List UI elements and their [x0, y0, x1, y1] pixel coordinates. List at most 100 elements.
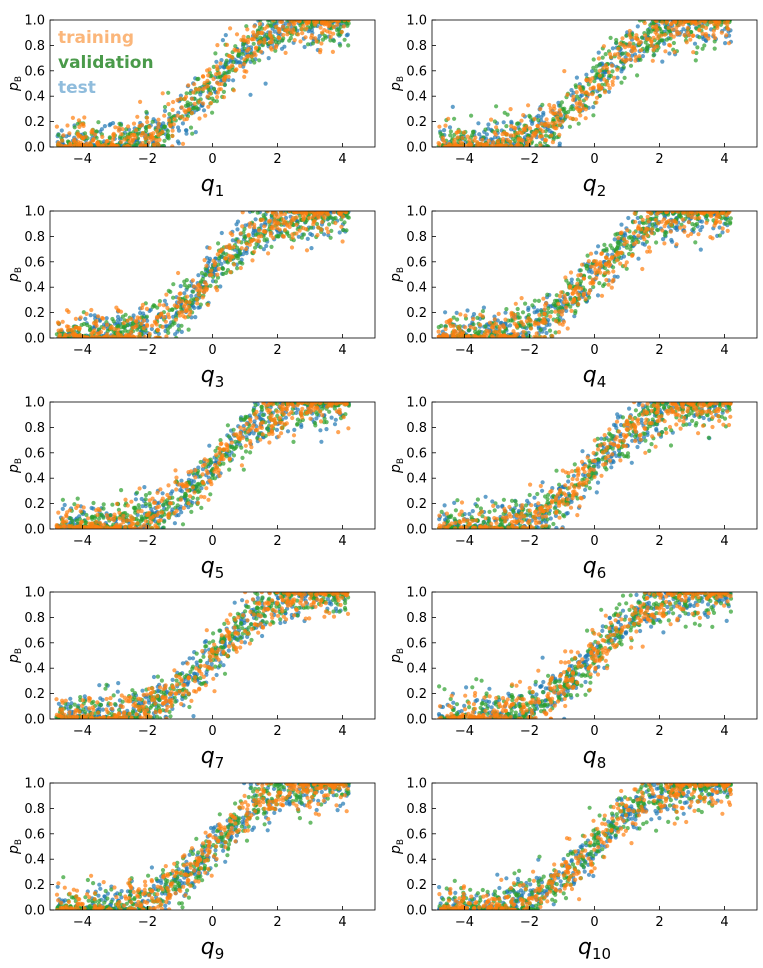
data-point-training — [667, 42, 672, 48]
data-point-training — [249, 37, 255, 42]
data-point-training — [487, 320, 492, 325]
data-point-validation — [165, 327, 170, 332]
data-point-training — [668, 229, 673, 234]
data-point-training — [240, 211, 245, 215]
data-point-test — [282, 44, 287, 49]
data-point-test — [450, 104, 455, 109]
data-point-training — [252, 24, 257, 29]
data-point-training — [91, 138, 96, 143]
data-point-training — [249, 54, 254, 59]
data-point-training — [604, 277, 609, 283]
data-point-test — [501, 120, 506, 125]
data-point-test — [589, 270, 595, 275]
data-point-training — [206, 104, 211, 109]
data-point-training — [539, 134, 545, 139]
data-point-training — [460, 332, 465, 337]
x-tick-label: −2 — [520, 152, 539, 167]
data-point-test — [509, 119, 514, 124]
x-tick-label: 4 — [720, 152, 728, 167]
data-point-training — [135, 114, 140, 119]
data-point-test — [720, 230, 725, 235]
data-point-training — [134, 319, 139, 324]
y-tick-label: 1.0 — [406, 205, 427, 220]
data-point-training — [137, 316, 142, 321]
data-point-training — [165, 305, 170, 311]
data-point-training — [68, 328, 73, 333]
data-point-test — [92, 313, 97, 318]
data-point-validation — [473, 329, 478, 334]
data-point-training — [645, 227, 651, 232]
data-point-training — [624, 239, 629, 244]
data-point-training — [152, 319, 157, 324]
data-point-training — [588, 79, 593, 84]
y-tick-label: 0.6 — [24, 64, 45, 79]
data-point-training — [153, 335, 158, 338]
data-point-training — [283, 50, 288, 56]
data-point-training — [96, 314, 101, 319]
data-point-test — [318, 428, 323, 433]
data-point-training — [206, 302, 211, 308]
data-point-training — [709, 214, 714, 219]
data-point-training — [593, 267, 598, 273]
data-point-validation — [172, 321, 177, 326]
data-point-training — [699, 20, 704, 23]
data-point-validation — [210, 110, 215, 115]
data-point-training — [680, 217, 686, 222]
data-point-training — [493, 132, 498, 137]
data-point-training — [538, 106, 543, 112]
data-point-training — [307, 216, 312, 221]
data-point-training — [616, 235, 621, 241]
data-point-training — [590, 85, 596, 90]
data-point-validation — [241, 42, 246, 47]
data-point-validation — [338, 43, 343, 48]
data-point-validation — [448, 133, 453, 138]
data-point-training — [649, 39, 654, 44]
data-point-validation — [705, 22, 710, 27]
data-point-test — [723, 41, 728, 46]
data-point-test — [584, 72, 589, 77]
data-point-validation — [615, 245, 620, 250]
data-point-training — [170, 133, 175, 139]
data-point-training — [176, 300, 182, 305]
data-point-validation — [190, 131, 195, 136]
data-point-validation — [597, 62, 602, 67]
data-point-validation — [438, 131, 443, 136]
data-point-training — [332, 20, 337, 23]
data-point-training — [318, 47, 323, 53]
data-point-training — [170, 128, 175, 133]
data-point-training — [606, 282, 611, 287]
data-point-training — [480, 335, 485, 338]
data-point-training — [689, 215, 694, 220]
data-point-training — [226, 65, 231, 70]
data-point-training — [557, 309, 562, 314]
data-point-validation — [221, 271, 226, 277]
data-point-test — [131, 313, 136, 318]
data-point-training — [205, 84, 210, 89]
data-point-training — [138, 99, 143, 104]
data-point-training — [598, 263, 604, 268]
data-point-training — [580, 262, 585, 267]
data-point-training — [688, 37, 693, 42]
data-point-test — [235, 219, 241, 224]
data-point-training — [545, 121, 551, 126]
data-point-validation — [621, 65, 626, 70]
data-point-validation — [254, 241, 259, 247]
data-point-test — [477, 132, 482, 137]
data-point-training — [655, 36, 661, 41]
data-point-validation — [179, 323, 184, 328]
data-point-training — [242, 74, 247, 79]
data-point-validation — [469, 113, 474, 118]
data-point-training — [588, 251, 594, 256]
data-point-validation — [539, 309, 544, 314]
data-point-training — [669, 222, 674, 227]
data-point-test — [263, 81, 268, 86]
data-point-validation — [523, 301, 528, 306]
data-point-training — [640, 266, 645, 272]
data-point-training — [708, 235, 713, 240]
data-point-training — [160, 91, 165, 96]
data-point-training — [155, 315, 160, 320]
data-point-training — [446, 116, 451, 121]
data-point-training — [539, 335, 544, 338]
data-point-validation — [654, 240, 659, 245]
data-point-training — [501, 323, 506, 328]
